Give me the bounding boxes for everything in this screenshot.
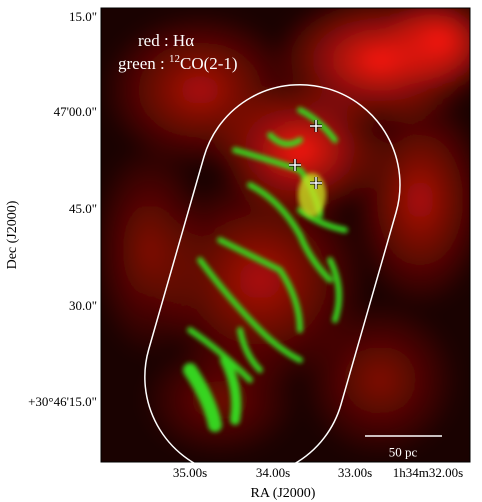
x-tick-label: 34.00s <box>256 465 290 480</box>
x-axis-label: RA (J2000) <box>251 486 316 501</box>
legend-green-suffix: CO(2-1) <box>180 54 238 73</box>
y-tick-label: 45.0" <box>69 201 97 216</box>
y-tick-label: 15.0" <box>69 9 97 24</box>
y-tick-label: 47'00.0" <box>54 104 97 119</box>
legend-red: red : Hα <box>138 31 194 50</box>
y-tick-label: 30.0" <box>69 298 97 313</box>
scale-bar-label: 50 pc <box>389 445 418 460</box>
legend-green-prefix: green : <box>118 54 169 73</box>
y-axis-label: Dec (J2000) <box>5 200 20 269</box>
figure: 50 pc red : Hα green : 12CO(2-1) 15.0" 4… <box>0 0 482 502</box>
y-ticks: 15.0" 47'00.0" 45.0" 30.0" +30°46'15.0" <box>28 9 97 409</box>
x-tick-label: 35.00s <box>173 465 207 480</box>
x-tick-label: 33.00s <box>338 465 372 480</box>
legend-green-superscript: 12 <box>169 53 180 65</box>
y-tick-label: +30°46'15.0" <box>28 394 97 409</box>
x-tick-label: 1h34m32.00s <box>393 465 463 480</box>
